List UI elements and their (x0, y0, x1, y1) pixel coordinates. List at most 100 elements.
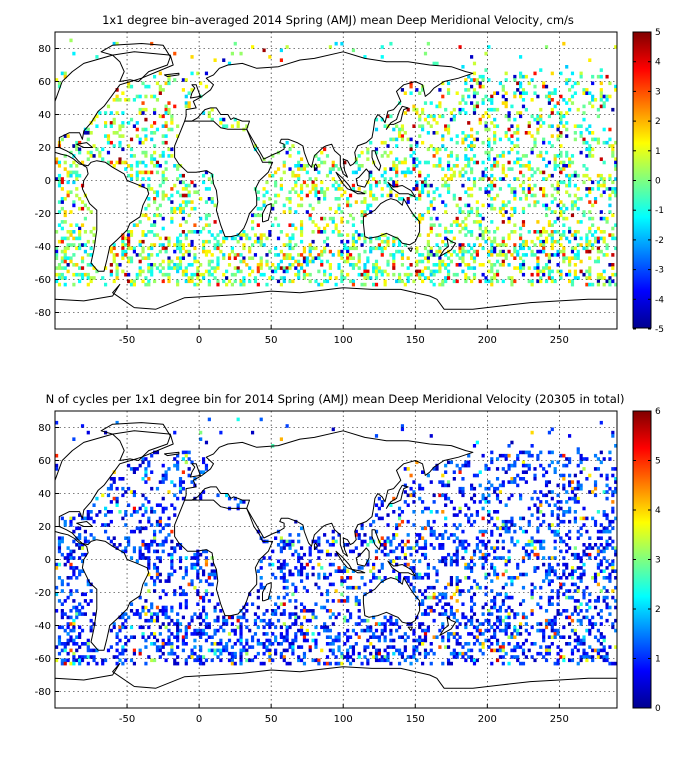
data-cell (299, 239, 304, 244)
data-cell (556, 562, 560, 567)
data-cell (83, 592, 87, 597)
data-cell (285, 256, 289, 260)
data-cell (357, 164, 361, 168)
data-cell (135, 609, 139, 613)
data-cell (481, 622, 485, 626)
data-cell (458, 523, 462, 527)
data-cell (449, 582, 454, 587)
data-cell (115, 111, 119, 115)
data-cell (115, 276, 119, 280)
data-cell (542, 519, 546, 524)
data-cell (490, 180, 494, 185)
data-cell (501, 453, 505, 458)
data-cell (181, 272, 185, 277)
data-cell (585, 187, 589, 191)
data-cell (455, 632, 459, 636)
data-cell (602, 101, 606, 105)
data-cell (435, 216, 439, 221)
data-cell (446, 167, 451, 171)
data-cell (395, 124, 399, 128)
data-cell (423, 160, 428, 165)
data-cell (588, 200, 592, 204)
data-cell (602, 529, 606, 534)
data-cell (614, 605, 618, 610)
data-cell (547, 272, 552, 277)
data-cell (412, 632, 416, 636)
data-cell (510, 104, 514, 109)
data-cell (519, 246, 523, 251)
data-cell (409, 566, 413, 570)
data-cell (495, 253, 500, 257)
data-cell (579, 559, 583, 564)
data-cell (556, 523, 560, 527)
data-cell (608, 282, 612, 287)
data-cell (426, 160, 430, 165)
data-cell (184, 279, 188, 284)
data-cell (170, 117, 174, 122)
data-cell (372, 269, 376, 274)
data-cell (121, 246, 125, 251)
data-cell (129, 490, 134, 494)
data-cell (550, 602, 554, 606)
data-cell (230, 246, 234, 251)
data-cell (559, 473, 563, 478)
data-cell (323, 279, 327, 284)
data-cell (66, 173, 70, 178)
data-cell (501, 585, 505, 590)
data-cell (121, 612, 125, 616)
data-cell (395, 236, 399, 241)
data-cell (132, 490, 136, 494)
data-cell (135, 173, 139, 178)
data-cell (216, 266, 220, 270)
data-cell (562, 246, 566, 251)
data-cell (608, 536, 612, 540)
data-cell (547, 98, 552, 102)
data-cell (299, 602, 304, 606)
data-cell (550, 496, 554, 501)
data-cell (147, 556, 151, 560)
data-cell (187, 253, 191, 257)
data-cell (178, 480, 183, 484)
data-cell (593, 543, 598, 547)
data-cell (204, 467, 209, 471)
data-cell (441, 81, 445, 86)
data-cell (547, 124, 552, 128)
data-cell (302, 180, 307, 185)
data-cell (432, 263, 436, 267)
data-cell (539, 546, 543, 550)
data-cell (150, 170, 154, 175)
data-cell (150, 506, 154, 511)
data-cell (325, 236, 330, 241)
data-cell (565, 173, 569, 178)
coastline (439, 237, 457, 257)
data-cell (614, 190, 618, 194)
data-cell (124, 513, 128, 517)
coastline (313, 163, 318, 172)
data-cell (282, 269, 286, 274)
data-cell (484, 467, 488, 471)
data-cell (161, 622, 165, 626)
data-cell (446, 536, 451, 540)
data-cell (470, 566, 474, 570)
data-cell (544, 203, 549, 208)
data-cell (274, 612, 278, 616)
data-cell (308, 609, 312, 613)
data-cell (544, 253, 549, 257)
data-cell (250, 256, 255, 260)
data-cell (490, 203, 494, 208)
data-cell (112, 253, 116, 257)
data-cell (57, 173, 62, 178)
data-cell (565, 164, 569, 168)
data-cell (547, 556, 552, 560)
data-cell (89, 230, 93, 234)
data-cell (510, 523, 514, 527)
data-cell (369, 140, 373, 145)
data-cell (426, 147, 430, 152)
data-cell (582, 615, 586, 620)
data-cell (438, 612, 442, 616)
data-cell (478, 263, 482, 267)
data-cell (331, 167, 335, 171)
data-cell (115, 131, 119, 135)
data-cell (501, 602, 505, 606)
data-cell (576, 249, 580, 254)
